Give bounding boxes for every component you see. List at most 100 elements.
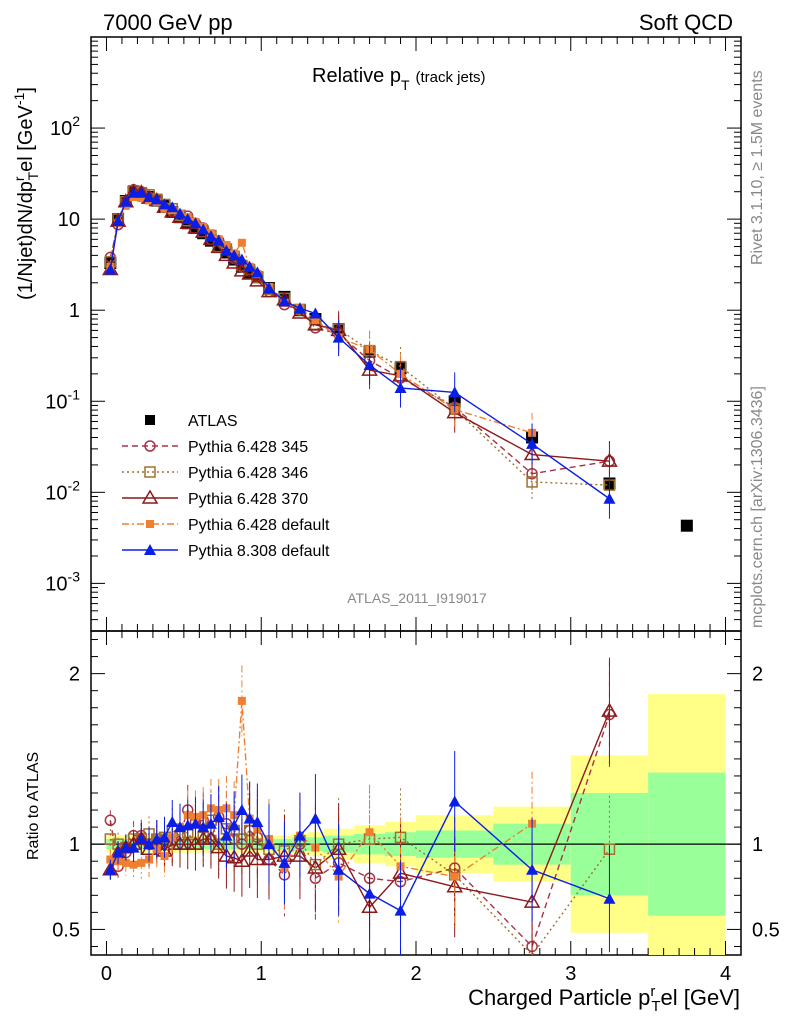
ratio-point-p370: [249, 851, 266, 866]
ratio-point-p370: [601, 702, 618, 717]
data-point-atlas: [680, 519, 693, 532]
data-point-p8: [251, 266, 264, 278]
ratio-y-axis-label: Ratio to ATLAS: [25, 752, 42, 860]
data-point-p8: [293, 302, 306, 314]
ratio-point-p8: [235, 804, 248, 816]
x-tick-label: 2: [410, 963, 421, 985]
ratio-point-p8: [293, 829, 306, 841]
ratio-point-p8: [526, 863, 539, 875]
data-point-p8: [166, 201, 179, 213]
y-tick-label: 10-3: [45, 568, 80, 595]
data-point-p8: [228, 249, 241, 261]
ratio-point-pdefault: [106, 855, 115, 864]
data-point-p8: [181, 213, 194, 225]
data-point-p370: [241, 265, 258, 280]
header-energy: 7000 GeV pp: [103, 10, 233, 35]
data-point-p8: [143, 190, 156, 202]
ratio-point-pdefault: [365, 828, 374, 837]
ratio-point-pdefault: [121, 858, 130, 867]
ratio-point-p8: [189, 817, 202, 829]
ratio-point-pdefault: [237, 696, 246, 705]
data-point-p8: [448, 386, 461, 398]
data-point-p8: [150, 193, 163, 205]
ratio-point-p8: [278, 856, 291, 868]
mcplots-label: mcplots.cern.ch [arXiv:1306.3436]: [749, 386, 766, 628]
ratio-point-p8: [212, 810, 225, 822]
data-point-p8: [603, 492, 616, 504]
ratio-point-p8: [243, 812, 256, 824]
data-point-p8: [526, 437, 539, 449]
y-tick-label: 10: [58, 209, 80, 231]
data-point-p8: [189, 217, 202, 229]
legend-marker-p370: [141, 489, 159, 504]
legend-label-p370: Pythia 6.428 370: [188, 491, 308, 508]
y-tick-label: 102: [50, 113, 80, 140]
data-point-pdefault: [311, 316, 320, 325]
ratio-point-p8: [127, 841, 140, 853]
plot-title: Relative pT (track jets): [312, 65, 486, 93]
ratio-point-pdefault: [450, 872, 459, 881]
data-point-p8: [119, 195, 132, 207]
x-tick-label: 0: [101, 963, 112, 985]
series-line-p370: [109, 190, 610, 462]
x-axis-label: Charged Particle pr Tel [GeV]: [468, 983, 740, 1015]
legend-label-p345: Pythia 6.428 345: [188, 439, 308, 456]
analysis-watermark: ATLAS_2011_I919017: [347, 590, 487, 606]
data-point-p8: [278, 295, 291, 307]
ratio-y-tick-label: 0.5: [52, 919, 80, 941]
ratio-point-p8: [112, 846, 125, 858]
ratio-point-p8: [394, 904, 407, 916]
data-point-p8: [243, 260, 256, 272]
legend-marker-p346: [144, 466, 156, 478]
data-point-p346: [526, 476, 538, 488]
legend-marker-atlas: [145, 415, 155, 425]
legend-label-p8: Pythia 8.308 default: [188, 543, 330, 560]
data-point-pdefault: [137, 194, 146, 203]
data-point-p8: [309, 307, 322, 319]
data-point-p8: [363, 359, 376, 371]
y-tick-label: 10-1: [45, 386, 80, 413]
ratio-y-tick-label: 0.5: [752, 919, 780, 941]
ratio-point-p8: [197, 821, 210, 833]
ratio-point-p370: [225, 849, 243, 864]
ratio-y-tick-label: 2: [752, 664, 763, 686]
data-point-p8: [173, 207, 186, 219]
legend-label-atlas: ATLAS: [188, 413, 238, 430]
ratio-point-p8: [603, 892, 616, 904]
data-point-p8: [220, 244, 233, 256]
ratio-y-tick-label: 1: [69, 834, 80, 856]
y-tick-label: 10-2: [45, 477, 80, 504]
x-tick-label: 3: [565, 963, 576, 985]
data-point-pdefault: [237, 238, 246, 247]
legend-marker-p345: [144, 440, 156, 452]
ratio-point-p345: [104, 814, 117, 827]
legend-label-p346: Pythia 6.428 346: [188, 465, 308, 482]
data-point-p8: [135, 186, 148, 198]
ratio-y-tick-label: 1: [752, 834, 763, 856]
data-point-p8: [104, 263, 117, 275]
x-tick-label: 4: [720, 963, 731, 985]
ratio-point-pdefault: [129, 860, 138, 869]
ratio-y-tick-label: 2: [69, 664, 80, 686]
legend-marker-pdefault: [146, 520, 154, 528]
y-axis-label: (1/Njet)dN/dprTel [GeV-1]: [11, 87, 41, 300]
ratio-point-pdefault: [137, 858, 146, 867]
ratio-point-p370: [241, 842, 258, 857]
legend-label-pdefault: Pythia 6.428 default: [188, 517, 330, 534]
ratio-point-p8: [135, 833, 148, 845]
ratio-point-p370: [307, 859, 324, 874]
data-point-p8: [235, 253, 248, 265]
data-point-p8: [158, 198, 171, 210]
rivet-label: Rivet 3.1.10, ≥ 1.5M events: [749, 70, 766, 265]
data-point-p8: [127, 186, 140, 198]
chart-marks: 0 1 2 3 4 10-3 10-2 10-1 1 10 102 0.5 0.5 1 1 2 2 ATLAS Py…: [45, 37, 780, 985]
data-point-p8: [212, 234, 225, 246]
ratio-point-p8: [143, 838, 156, 850]
ratio-point-p370: [233, 852, 251, 867]
ratio-point-p8: [309, 812, 322, 824]
data-point-p8: [197, 223, 210, 235]
ratio-point-p8: [204, 817, 217, 829]
data-point-p8: [262, 282, 275, 294]
data-point-p8: [332, 331, 345, 343]
